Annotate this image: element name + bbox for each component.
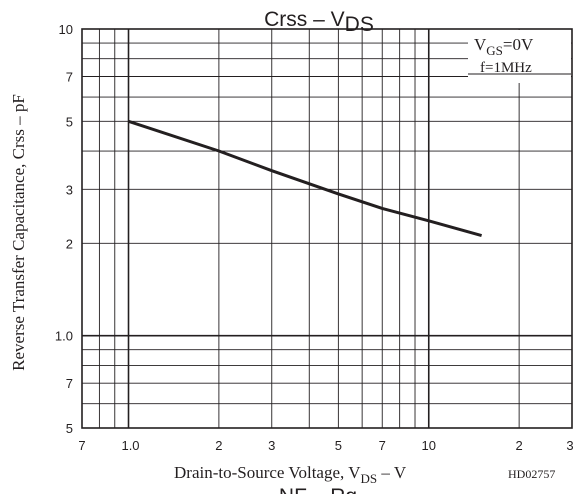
x-tick-label: 3 [268, 438, 275, 453]
x-tick-label: 10 [422, 438, 436, 453]
y-tick-label: 1.0 [55, 329, 73, 344]
x-tick-label: 7 [379, 438, 386, 453]
x-tick-label: 2 [516, 438, 523, 453]
y-tick-label: 5 [66, 114, 73, 129]
y-tick-label: 10 [59, 22, 73, 37]
x-tick-label: 1.0 [121, 438, 139, 453]
condition-frequency: f=1MHz [480, 60, 532, 76]
x-tick-label: 2 [215, 438, 222, 453]
y-tick-label: 5 [66, 421, 73, 436]
x-tick-label: 3 [566, 438, 573, 453]
y-tick-label: 3 [66, 182, 73, 197]
y-tick-label: 7 [66, 376, 73, 391]
y-tick-label: 2 [66, 236, 73, 251]
x-tick-label: 7 [78, 438, 85, 453]
x-tick-label: 5 [335, 438, 342, 453]
y-axis-label: Reverse Transfer Capacitance, Crss – pF [9, 94, 28, 371]
conditions-box: VGS=0Vf=1MHz [468, 30, 571, 83]
figure-code: HD02757 [508, 467, 555, 481]
y-tick-label: 7 [66, 70, 73, 85]
next-chart-title-fragment: NF – Rg [279, 485, 357, 494]
